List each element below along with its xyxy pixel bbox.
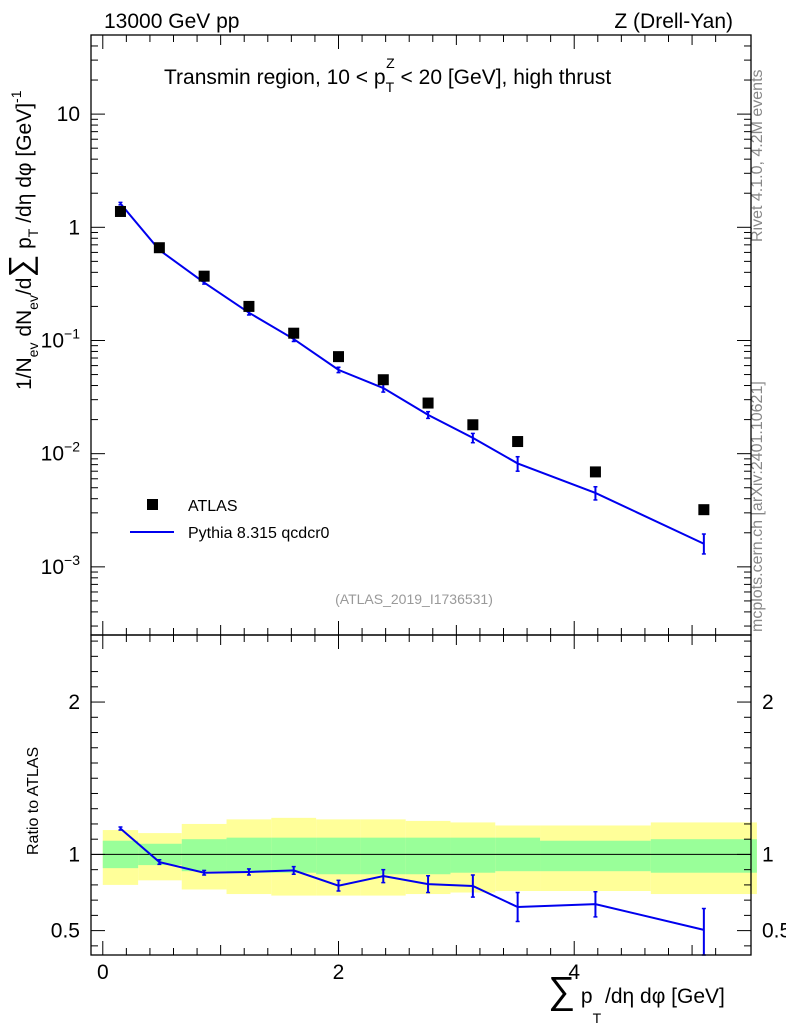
atlas-data-point (288, 327, 300, 339)
stat-uncertainty-band (360, 837, 406, 875)
y-axis-label: 1/Nev dNev/d∑ pT /dη dφ [GeV]-1 (2, 90, 41, 390)
legend-mc-label: Pythia 8.315 qcdcr0 (188, 525, 330, 542)
ratio-panel: 0.5 0.5 1 1 2 2 0 2 4 Ratio to ATLAS ∑ pT /dη dφ… (25, 634, 786, 1024)
atlas-data-point (512, 436, 524, 448)
atlas-data-point (153, 242, 165, 254)
legend-atlas-label: ATLAS (188, 498, 238, 515)
atlas-data-point (422, 397, 434, 409)
stat-uncertainty-band (405, 837, 451, 875)
atlas-data-point (114, 205, 126, 217)
ratio-y-tick-label-right: 0.5 (762, 920, 786, 943)
ratio-y-tick-label-right: 1 (762, 843, 774, 866)
y-tick-label: 1 (68, 216, 80, 239)
process-label: Z (Drell-Yan) (614, 10, 733, 33)
stat-uncertainty-band (226, 837, 272, 873)
main-frame (90, 34, 752, 636)
x-tick-label: 4 (568, 961, 580, 984)
atlas-series (114, 205, 710, 516)
y-tick-label: 10 (57, 103, 80, 126)
x-axis-label: ∑ pT /dη dφ [GeV] (548, 970, 725, 1024)
analysis-watermark: (ATLAS_2019_I1736531) (335, 591, 493, 607)
y-tick-label: 10−1 (41, 325, 81, 352)
ratio-y-axis-label: Ratio to ATLAS (25, 747, 42, 855)
ratio-tick-labels: 0.5 0.5 1 1 2 2 0 2 4 (51, 691, 786, 984)
main-panel: 10−3 10−2 10−1 1 10 Transmin region, 10 < pT… (2, 34, 752, 636)
atlas-data-point (333, 351, 344, 363)
stat-uncertainty-band (316, 837, 361, 875)
ratio-curve (119, 827, 705, 931)
ratio-y-tick-label-right: 2 (762, 691, 774, 714)
main-y-tick-labels: 10−3 10−2 10−1 1 10 (41, 103, 81, 579)
source-label: mcplots.cern.ch [arXiv:2401.10621] (749, 381, 766, 632)
stat-uncertainty-band (540, 840, 651, 872)
ratio-y-tick-label: 0.5 (51, 920, 80, 943)
main-tick-marks (91, 34, 751, 635)
stat-uncertainty-band (650, 839, 757, 873)
ratio-mc-series (118, 826, 706, 956)
ratio-y-tick-label: 2 (68, 691, 80, 714)
rivet-label: Rivet 4.1.0, 4.2M events (749, 69, 766, 242)
atlas-data-point (243, 300, 255, 312)
legend: ATLAS Pythia 8.315 qcdcr0 (130, 498, 330, 542)
atlas-data-point (589, 466, 601, 478)
ratio-y-tick-label: 1 (68, 843, 80, 866)
energy-label: 13000 GeV pp (104, 10, 239, 33)
y-tick-label: 10−2 (41, 439, 81, 466)
mc-series (118, 201, 706, 555)
stat-uncertainty-band (450, 837, 496, 873)
y-tick-label: 10−3 (41, 552, 81, 579)
x-tick-label: 2 (333, 961, 345, 984)
chart-title: Transmin region, 10 < pTZ < 20 [GeV], hi… (164, 55, 611, 95)
ratio-tick-marks (91, 635, 751, 955)
legend-atlas-marker (147, 499, 158, 510)
atlas-data-point (377, 374, 389, 386)
atlas-data-point (198, 270, 210, 282)
atlas-data-point (467, 419, 479, 431)
atlas-data-point (698, 504, 710, 516)
x-tick-label: 0 (97, 961, 109, 984)
mc-curve (119, 202, 705, 545)
stat-uncertainty-band (181, 839, 227, 872)
ratio-frame (90, 634, 752, 956)
